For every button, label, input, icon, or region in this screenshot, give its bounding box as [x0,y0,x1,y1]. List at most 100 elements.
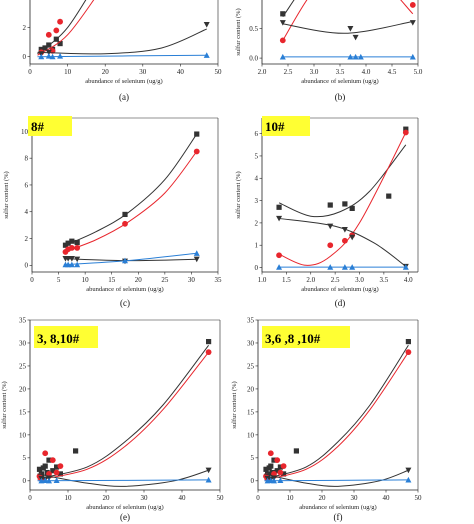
x-tick-label: 20 [319,494,327,502]
data-point [193,250,200,256]
fit-curve [37,54,207,58]
data-point [57,18,63,25]
data-point [74,261,81,268]
x-tick-label: 15 [108,276,116,284]
x-tick-label: 2.0 [258,68,267,76]
data-point [405,338,411,345]
y-tick-label: 3 [255,197,259,205]
data-point [57,52,64,59]
y-tick-label: 30 [19,339,27,347]
x-tick-label: 2.5 [284,68,293,76]
sample-badge [262,326,350,348]
fit-curve [37,351,209,481]
x-tick-label: 4.0 [404,276,413,284]
fit-curve [278,144,407,218]
data-point [279,37,286,44]
data-point [280,463,287,470]
data-point [357,53,364,60]
x-tick-label: 5.0 [414,68,423,76]
sample-badge [28,116,72,136]
y-tick-label: 5 [23,454,27,462]
y-tick-label: 35 [247,316,255,324]
y-tick-label: 20 [19,385,27,393]
panel-label: (f) [334,512,343,522]
data-point [54,464,60,470]
data-point [402,264,409,270]
plot-area [37,0,210,60]
series-triangle-up-blue [37,52,210,60]
fit-curve [282,0,414,41]
y-tick-label: 0 [25,262,29,270]
y-tick-label: 30 [247,339,255,347]
x-tick-label: 50 [215,68,223,76]
chart-panel-6: 0 10 20 30 40 50 0 5 10 15 20 25 30 35 abundance of se… [231,316,422,522]
data-point [293,448,299,454]
data-point [342,201,348,207]
data-point [405,349,412,356]
x-tick-label: 3.0 [355,276,364,284]
x-tick-label: 40 [383,494,391,502]
x-tick-label: 25 [161,276,169,284]
panel-label: (e) [120,512,130,522]
data-point [38,471,44,477]
data-point [277,477,284,483]
data-point [276,252,282,259]
x-tick-label: 4.5 [388,68,397,76]
data-point [57,471,63,477]
data-point [205,349,212,356]
data-point [45,31,52,38]
data-point [53,27,60,34]
data-point [53,469,60,476]
x-tick-label: 50 [217,494,225,502]
series-circle-red [62,148,200,255]
x-tick-label: 1.0 [258,276,267,284]
x-tick-label: 0 [28,68,32,76]
x-tick-label: 0 [256,494,260,502]
y-tick-label: 4 [255,175,259,183]
data-point [347,25,354,32]
chart-panel-5: 0 10 20 30 40 50 0 5 10 15 20 25 30 35 abundance of se… [1,316,224,522]
plot-area [62,131,200,268]
chart-panel-1: 0 10 20 30 40 50 0 2 abundance of selenium (ug/g… [23,0,223,102]
sample-badge-label: 10# [265,119,285,134]
x-tick-label: 40 [177,68,185,76]
data-point [409,20,416,26]
y-axis-label: sulfur content (%) [235,171,242,218]
series-circle-red [263,349,412,482]
fit-curve [37,469,209,487]
data-point [122,220,128,227]
data-point [347,53,354,60]
data-point [274,457,281,464]
series-circle-red [37,0,95,56]
data-point [203,52,210,58]
x-tick-label: 2.5 [331,276,340,284]
series-square-black [276,126,409,218]
series-circle-red [279,0,416,44]
data-point [274,468,280,474]
fit-curve [37,344,209,480]
series-circle-red [36,349,212,482]
plot-area [279,0,416,60]
data-point [194,131,200,137]
data-point [341,237,348,244]
data-point [402,129,409,136]
fit-curve [282,20,413,34]
data-point [57,40,63,47]
data-point [74,239,80,246]
y-tick-label: 5 [251,454,255,462]
data-point [36,466,43,472]
y-tick-label: 2 [23,24,27,32]
plot-area [263,338,412,487]
data-point [405,467,412,474]
panel-label: (c) [120,298,130,308]
y-tick-label: 4 [25,208,29,216]
y-tick-label: 0 [23,53,27,61]
data-point [38,46,44,53]
data-point [277,469,284,476]
series-triangle-down-black [37,467,212,487]
data-point [69,238,75,244]
fit-curve [264,479,409,482]
fit-curve [37,0,87,55]
fit-curve [63,133,198,247]
x-tick-label: 30 [139,68,147,76]
